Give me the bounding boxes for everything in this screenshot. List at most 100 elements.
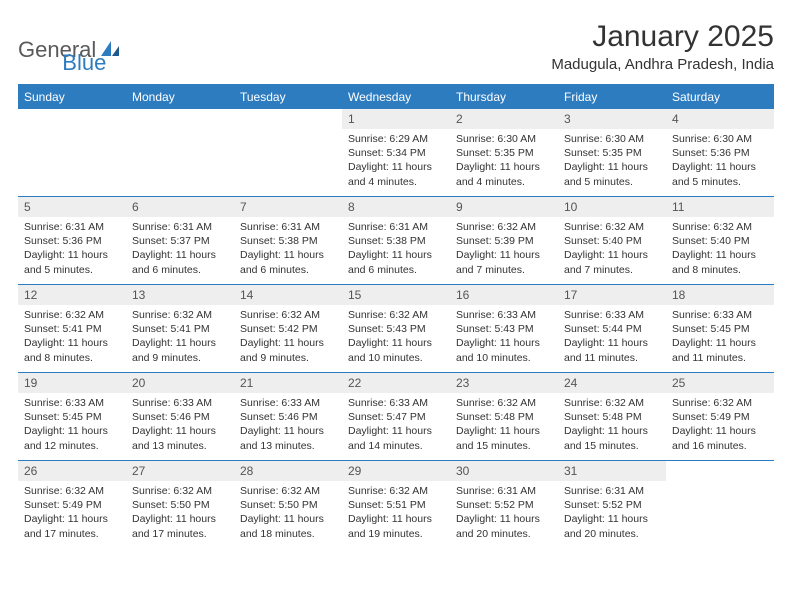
sunset-text: Sunset: 5:38 PM [240, 234, 336, 248]
calendar-day-cell: 29Sunrise: 6:32 AMSunset: 5:51 PMDayligh… [342, 461, 450, 549]
daylight-text: Daylight: 11 hours and 18 minutes. [240, 512, 336, 540]
day-number: 30 [450, 461, 558, 481]
calendar-day-cell: 4Sunrise: 6:30 AMSunset: 5:36 PMDaylight… [666, 109, 774, 197]
calendar-day-cell: 17Sunrise: 6:33 AMSunset: 5:44 PMDayligh… [558, 285, 666, 373]
day-number: 14 [234, 285, 342, 305]
day-info: Sunrise: 6:33 AMSunset: 5:46 PMDaylight:… [234, 393, 342, 458]
sunset-text: Sunset: 5:48 PM [456, 410, 552, 424]
day-number: 11 [666, 197, 774, 217]
calendar-day-cell: 6Sunrise: 6:31 AMSunset: 5:37 PMDaylight… [126, 197, 234, 285]
day-info: Sunrise: 6:31 AMSunset: 5:37 PMDaylight:… [126, 217, 234, 282]
day-info: Sunrise: 6:32 AMSunset: 5:48 PMDaylight:… [450, 393, 558, 458]
sunrise-text: Sunrise: 6:32 AM [240, 484, 336, 498]
day-info: Sunrise: 6:33 AMSunset: 5:45 PMDaylight:… [666, 305, 774, 370]
sunset-text: Sunset: 5:42 PM [240, 322, 336, 336]
sunrise-text: Sunrise: 6:32 AM [564, 220, 660, 234]
title-block: January 2025 Madugula, Andhra Pradesh, I… [551, 20, 774, 73]
daylight-text: Daylight: 11 hours and 15 minutes. [564, 424, 660, 452]
sunset-text: Sunset: 5:43 PM [456, 322, 552, 336]
calendar-day-cell: 13Sunrise: 6:32 AMSunset: 5:41 PMDayligh… [126, 285, 234, 373]
calendar-day-cell: 18Sunrise: 6:33 AMSunset: 5:45 PMDayligh… [666, 285, 774, 373]
daylight-text: Daylight: 11 hours and 14 minutes. [348, 424, 444, 452]
day-number: 26 [18, 461, 126, 481]
calendar-day-cell: 23Sunrise: 6:32 AMSunset: 5:48 PMDayligh… [450, 373, 558, 461]
day-info: Sunrise: 6:33 AMSunset: 5:47 PMDaylight:… [342, 393, 450, 458]
daylight-text: Daylight: 11 hours and 11 minutes. [564, 336, 660, 364]
weekday-header: Tuesday [234, 85, 342, 109]
day-info: Sunrise: 6:30 AMSunset: 5:35 PMDaylight:… [558, 129, 666, 194]
calendar-day-cell [666, 461, 774, 549]
logo: General Blue [18, 24, 106, 76]
day-info: Sunrise: 6:32 AMSunset: 5:48 PMDaylight:… [558, 393, 666, 458]
page-header: General Blue January 2025 Madugula, Andh… [18, 20, 774, 76]
weekday-header: Sunday [18, 85, 126, 109]
day-number: 25 [666, 373, 774, 393]
calendar-day-cell: 26Sunrise: 6:32 AMSunset: 5:49 PMDayligh… [18, 461, 126, 549]
day-number: 2 [450, 109, 558, 129]
day-number: 19 [18, 373, 126, 393]
sunrise-text: Sunrise: 6:32 AM [672, 396, 768, 410]
calendar-day-cell: 10Sunrise: 6:32 AMSunset: 5:40 PMDayligh… [558, 197, 666, 285]
calendar-day-cell: 28Sunrise: 6:32 AMSunset: 5:50 PMDayligh… [234, 461, 342, 549]
calendar-week-row: 26Sunrise: 6:32 AMSunset: 5:49 PMDayligh… [18, 461, 774, 549]
sunset-text: Sunset: 5:35 PM [564, 146, 660, 160]
sunrise-text: Sunrise: 6:33 AM [456, 308, 552, 322]
day-number: 22 [342, 373, 450, 393]
sunrise-text: Sunrise: 6:31 AM [564, 484, 660, 498]
calendar-week-row: 5Sunrise: 6:31 AMSunset: 5:36 PMDaylight… [18, 197, 774, 285]
sunset-text: Sunset: 5:36 PM [24, 234, 120, 248]
day-number: 5 [18, 197, 126, 217]
sunset-text: Sunset: 5:43 PM [348, 322, 444, 336]
sunset-text: Sunset: 5:41 PM [24, 322, 120, 336]
day-number: 13 [126, 285, 234, 305]
day-number: 3 [558, 109, 666, 129]
sunrise-text: Sunrise: 6:32 AM [348, 308, 444, 322]
daylight-text: Daylight: 11 hours and 17 minutes. [24, 512, 120, 540]
sunrise-text: Sunrise: 6:29 AM [348, 132, 444, 146]
day-number: 21 [234, 373, 342, 393]
daylight-text: Daylight: 11 hours and 10 minutes. [456, 336, 552, 364]
calendar-day-cell: 9Sunrise: 6:32 AMSunset: 5:39 PMDaylight… [450, 197, 558, 285]
sunrise-text: Sunrise: 6:31 AM [24, 220, 120, 234]
sunset-text: Sunset: 5:46 PM [240, 410, 336, 424]
sunset-text: Sunset: 5:47 PM [348, 410, 444, 424]
sunrise-text: Sunrise: 6:31 AM [456, 484, 552, 498]
sunrise-text: Sunrise: 6:32 AM [240, 308, 336, 322]
day-number: 1 [342, 109, 450, 129]
day-info: Sunrise: 6:31 AMSunset: 5:38 PMDaylight:… [234, 217, 342, 282]
calendar-day-cell: 12Sunrise: 6:32 AMSunset: 5:41 PMDayligh… [18, 285, 126, 373]
sunrise-text: Sunrise: 6:32 AM [672, 220, 768, 234]
weekday-header: Thursday [450, 85, 558, 109]
day-number: 16 [450, 285, 558, 305]
day-info: Sunrise: 6:33 AMSunset: 5:43 PMDaylight:… [450, 305, 558, 370]
sunset-text: Sunset: 5:50 PM [132, 498, 228, 512]
daylight-text: Daylight: 11 hours and 17 minutes. [132, 512, 228, 540]
calendar-day-cell: 3Sunrise: 6:30 AMSunset: 5:35 PMDaylight… [558, 109, 666, 197]
sunset-text: Sunset: 5:41 PM [132, 322, 228, 336]
calendar-day-cell: 8Sunrise: 6:31 AMSunset: 5:38 PMDaylight… [342, 197, 450, 285]
daylight-text: Daylight: 11 hours and 12 minutes. [24, 424, 120, 452]
day-info: Sunrise: 6:30 AMSunset: 5:36 PMDaylight:… [666, 129, 774, 194]
weekday-header: Wednesday [342, 85, 450, 109]
day-info: Sunrise: 6:30 AMSunset: 5:35 PMDaylight:… [450, 129, 558, 194]
day-number: 15 [342, 285, 450, 305]
day-number [666, 461, 774, 467]
sunrise-text: Sunrise: 6:30 AM [564, 132, 660, 146]
calendar-day-cell: 15Sunrise: 6:32 AMSunset: 5:43 PMDayligh… [342, 285, 450, 373]
day-info: Sunrise: 6:32 AMSunset: 5:40 PMDaylight:… [666, 217, 774, 282]
sunset-text: Sunset: 5:34 PM [348, 146, 444, 160]
calendar-week-row: 12Sunrise: 6:32 AMSunset: 5:41 PMDayligh… [18, 285, 774, 373]
daylight-text: Daylight: 11 hours and 19 minutes. [348, 512, 444, 540]
day-info: Sunrise: 6:33 AMSunset: 5:45 PMDaylight:… [18, 393, 126, 458]
sunset-text: Sunset: 5:49 PM [24, 498, 120, 512]
day-info: Sunrise: 6:32 AMSunset: 5:39 PMDaylight:… [450, 217, 558, 282]
sunset-text: Sunset: 5:39 PM [456, 234, 552, 248]
daylight-text: Daylight: 11 hours and 7 minutes. [456, 248, 552, 276]
daylight-text: Daylight: 11 hours and 6 minutes. [240, 248, 336, 276]
calendar-day-cell [18, 109, 126, 197]
day-info: Sunrise: 6:32 AMSunset: 5:49 PMDaylight:… [18, 481, 126, 546]
month-title: January 2025 [551, 20, 774, 54]
sunrise-text: Sunrise: 6:32 AM [348, 484, 444, 498]
day-info: Sunrise: 6:31 AMSunset: 5:36 PMDaylight:… [18, 217, 126, 282]
day-number: 7 [234, 197, 342, 217]
